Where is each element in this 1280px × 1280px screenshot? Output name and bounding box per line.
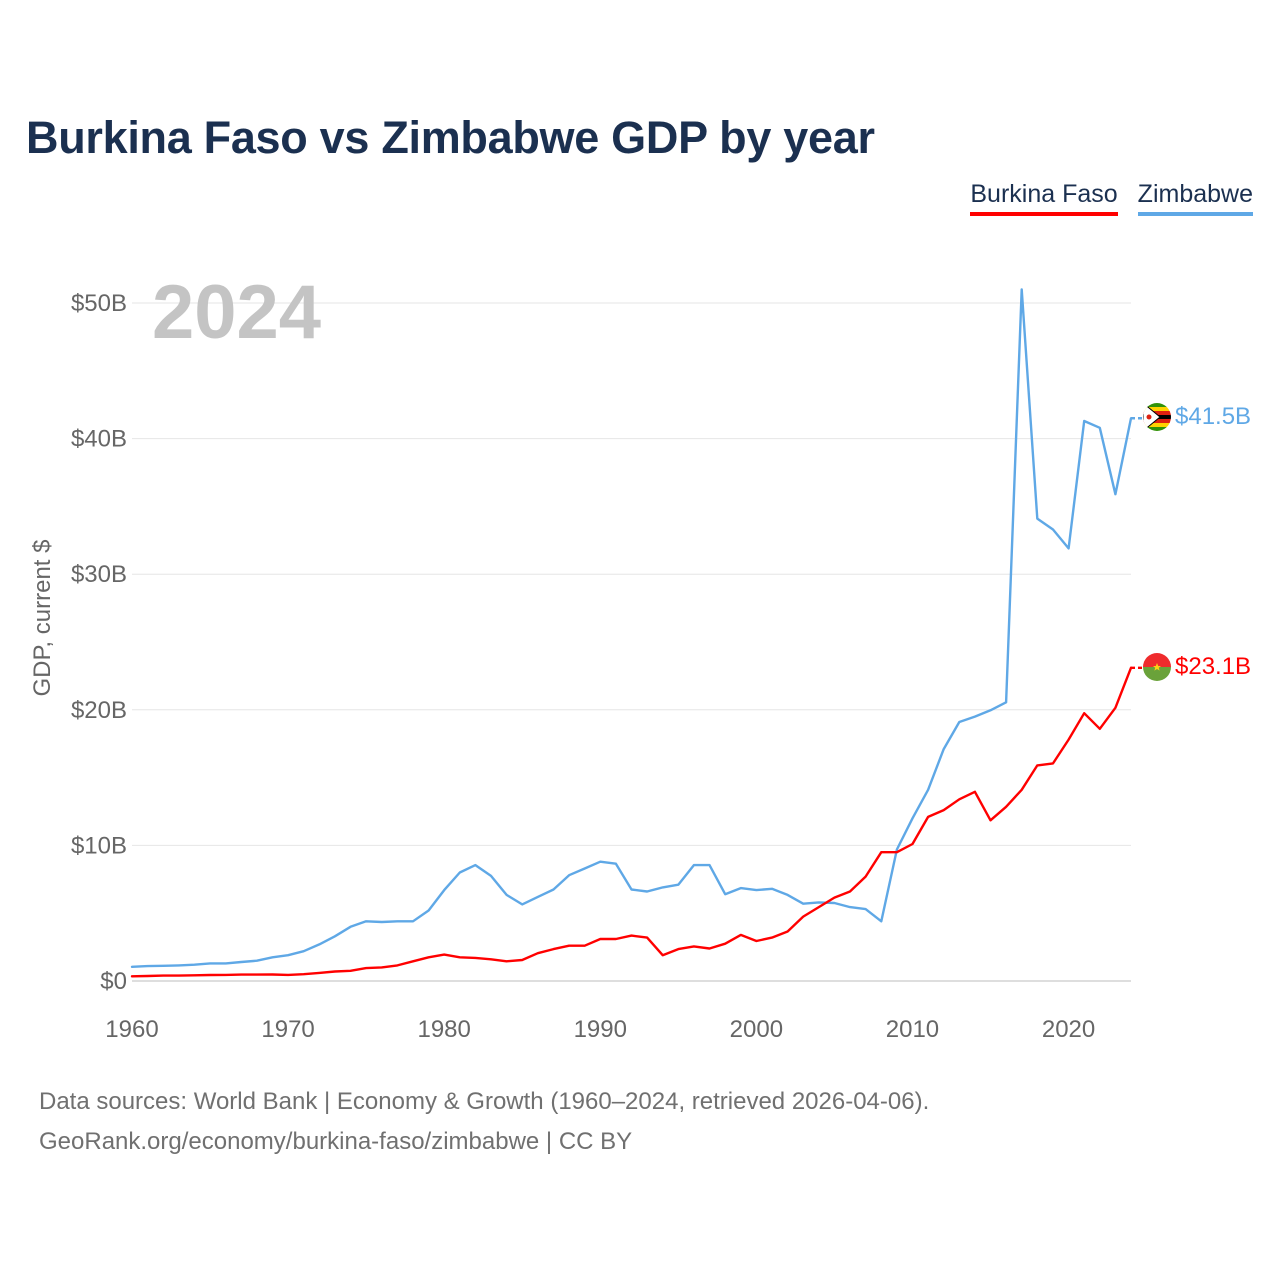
y-axis-ticks: $0 $10B $20B $30B $40B $50B bbox=[71, 290, 127, 995]
series-line-zimbabwe bbox=[130, 288, 1133, 968]
y-axis-label: GDP, current $ bbox=[29, 540, 56, 697]
y-tick-label: $20B bbox=[71, 697, 127, 724]
series-lines bbox=[130, 288, 1143, 978]
y-tick-label: $50B bbox=[71, 290, 127, 317]
footer-sources: Data sources: World Bank | Economy & Gro… bbox=[39, 1088, 930, 1115]
legend-item-burkina-faso[interactable]: Burkina Faso bbox=[970, 180, 1118, 216]
y-tick-label: $30B bbox=[71, 561, 127, 588]
chart-title: Burkina Faso vs Zimbabwe GDP by year bbox=[26, 112, 875, 163]
burkina-faso-flag-icon bbox=[1143, 653, 1171, 681]
x-axis-ticks: 1960 1970 1980 1990 2000 2010 2020 bbox=[105, 1016, 1095, 1043]
footer: Data sources: World Bank | Economy & Gro… bbox=[39, 1082, 929, 1162]
y-tick-label: $0 bbox=[100, 968, 127, 995]
series-line-burkina-faso bbox=[130, 666, 1133, 978]
y-tick-label: $40B bbox=[71, 426, 127, 453]
legend-item-zimbabwe[interactable]: Zimbabwe bbox=[1137, 180, 1253, 216]
footer-link[interactable]: GeoRank.org/economy/burkina-faso/zimbabw… bbox=[39, 1128, 633, 1155]
gdp-line-chart: 2024 $0 $10B $20B $30B $40B $50B 1960 1970 1980… bbox=[29, 270, 1251, 1043]
x-tick-label: 2010 bbox=[886, 1016, 939, 1043]
year-watermark: 2024 bbox=[152, 270, 321, 355]
y-tick-label: $10B bbox=[71, 832, 127, 859]
gridlines bbox=[132, 302, 1131, 982]
x-tick-label: 2000 bbox=[730, 1016, 783, 1043]
x-tick-label: 1960 bbox=[105, 1016, 158, 1043]
x-tick-label: 1990 bbox=[574, 1016, 627, 1043]
zimbabwe-flag-icon bbox=[1143, 403, 1171, 431]
x-tick-label: 1980 bbox=[417, 1016, 470, 1043]
x-tick-label: 1970 bbox=[261, 1016, 314, 1043]
zimbabwe-end-value-label: $41.5B bbox=[1175, 403, 1251, 430]
legend: Burkina Faso Zimbabwe bbox=[970, 180, 1253, 216]
x-tick-label: 2020 bbox=[1042, 1016, 1095, 1043]
burkina-faso-end-value-label: $23.1B bbox=[1175, 653, 1251, 680]
